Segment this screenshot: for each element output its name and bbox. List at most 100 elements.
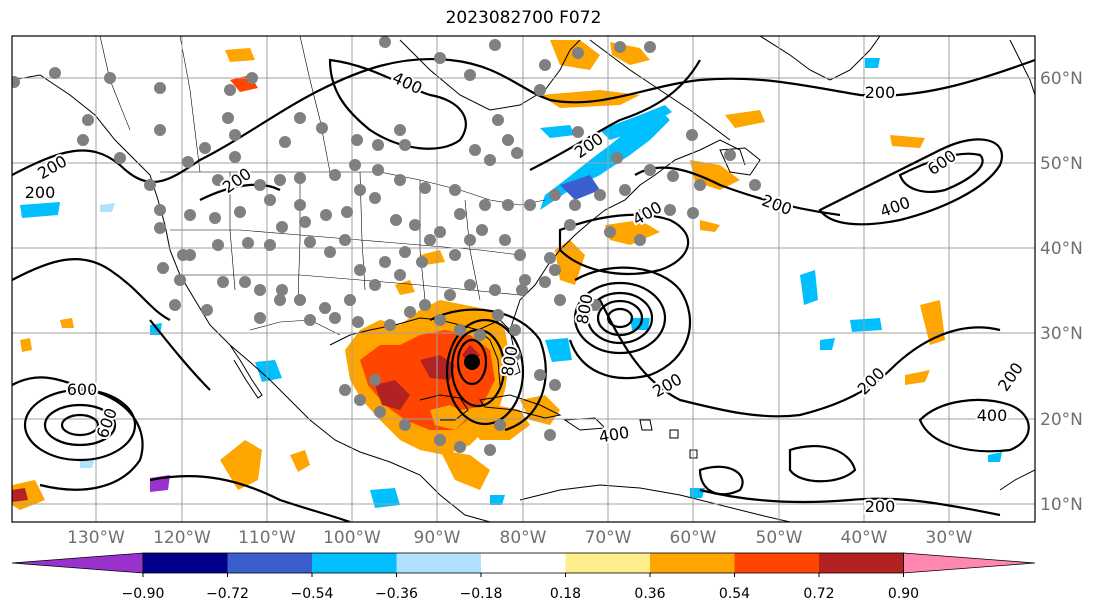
latitude-label: 50°N <box>1040 154 1083 174</box>
station-dot <box>434 226 446 238</box>
station-dot <box>242 237 254 249</box>
station-dot <box>274 174 286 186</box>
colorbar-segment <box>481 553 566 573</box>
station-dot <box>644 41 656 53</box>
colorbar-segment <box>396 553 481 573</box>
station-dot <box>274 294 286 306</box>
station-dot <box>369 279 381 291</box>
station-dot <box>404 306 416 318</box>
colorbar-segment <box>565 553 650 573</box>
station-dot <box>49 67 61 79</box>
station-dot <box>539 276 551 288</box>
station-dot <box>352 316 364 328</box>
station-dot <box>454 441 466 453</box>
station-dot <box>254 284 266 296</box>
station-dot <box>502 199 514 211</box>
colorbar <box>11 552 1036 574</box>
station-dot <box>549 379 561 391</box>
station-dot <box>354 394 366 406</box>
station-dot <box>209 212 221 224</box>
colorbar-segment <box>650 553 735 573</box>
station-dot <box>534 84 546 96</box>
station-dot <box>184 209 196 221</box>
station-dot <box>476 224 488 236</box>
station-dot <box>511 147 523 159</box>
station-dot <box>329 169 341 181</box>
station-dot <box>544 429 556 441</box>
station-dot <box>344 294 356 306</box>
colorbar-extend-low <box>11 552 144 574</box>
longitude-label: 100°W <box>323 528 381 548</box>
station-dot <box>686 129 698 141</box>
contour-label-halo: 200 <box>865 83 896 102</box>
colorbar-tick-label: −0.36 <box>375 586 418 602</box>
station-dot <box>304 314 316 326</box>
station-dot <box>319 302 331 314</box>
station-dot <box>379 256 391 268</box>
station-dot <box>509 349 521 361</box>
station-dot <box>409 219 421 231</box>
latitude-label: 60°N <box>1040 69 1083 89</box>
station-dot <box>474 329 486 341</box>
contour-label-halo: 600 <box>67 380 98 399</box>
station-dot <box>369 192 381 204</box>
colorbar-tick-label: 0.90 <box>888 586 919 602</box>
station-dot <box>339 384 351 396</box>
station-dot <box>222 112 234 124</box>
colorbar-tick-label: −0.72 <box>206 586 249 602</box>
contour-label: 200 <box>25 183 56 202</box>
station-dot <box>549 264 561 276</box>
station-dot <box>239 276 251 288</box>
colorbar-tick-label: −0.90 <box>122 586 165 602</box>
longitude-labels: 130°W 120°W 110°W 100°W 90°W 80°W 70°W 60°W 50°W… <box>67 528 973 548</box>
station-dot <box>234 206 246 218</box>
station-dot <box>341 206 353 218</box>
station-dot <box>276 221 288 233</box>
station-dot <box>254 312 266 324</box>
station-dot <box>604 226 616 238</box>
colorbar-extend-high <box>903 552 1036 574</box>
station-dot <box>516 284 528 296</box>
contour-label-halo: 200 <box>25 183 56 202</box>
station-dot <box>434 52 446 64</box>
contour-label: 200 <box>865 497 896 516</box>
longitude-label: 70°W <box>585 528 632 548</box>
colorbar-segment <box>143 553 228 573</box>
station-dot <box>104 72 116 84</box>
colorbar-tick-label: 0.18 <box>550 586 581 602</box>
station-dot <box>114 152 126 164</box>
colorbar-outline <box>142 552 904 574</box>
station-dot <box>434 434 446 446</box>
station-dot <box>399 246 411 258</box>
station-dot <box>154 124 166 136</box>
longitude-label: 60°W <box>670 528 717 548</box>
station-dot <box>544 252 556 264</box>
station-dot <box>589 299 601 311</box>
station-dot <box>324 246 336 258</box>
station-dot <box>212 239 224 251</box>
contour-lines <box>12 57 1035 522</box>
station-dot <box>509 324 521 336</box>
station-dot <box>667 170 679 182</box>
station-dot <box>572 47 584 59</box>
station-dot <box>454 324 466 336</box>
latitude-label: 30°N <box>1040 324 1083 344</box>
latitude-label: 40°N <box>1040 239 1083 259</box>
colorbar-segment <box>227 553 312 573</box>
station-dot <box>539 59 551 71</box>
station-dot <box>182 156 194 168</box>
station-dot <box>419 299 431 311</box>
map-frame <box>11 35 1036 523</box>
station-dot <box>349 159 361 171</box>
station-dot <box>177 249 189 261</box>
station-dot <box>339 234 351 246</box>
storm-center-marker <box>464 354 480 370</box>
station-dot <box>454 208 466 220</box>
colorbar-tick-label: −0.54 <box>291 586 334 602</box>
station-dot <box>484 444 496 456</box>
station-dot <box>554 294 566 306</box>
colorbar-segment <box>819 553 904 573</box>
station-dot <box>494 419 506 431</box>
station-dot <box>399 139 411 151</box>
